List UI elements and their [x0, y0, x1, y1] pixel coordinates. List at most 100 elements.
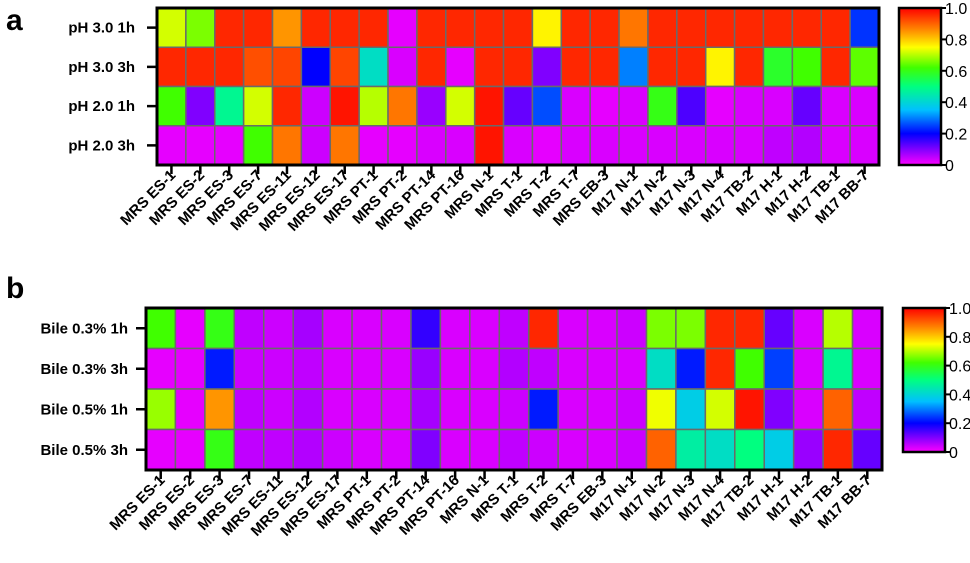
heatmap-cell: [329, 46, 360, 88]
heatmap-cell: [557, 428, 589, 471]
heatmap-cell: [380, 307, 412, 350]
heatmap-cell: [387, 125, 418, 166]
row-label: pH 3.0 3h: [68, 59, 135, 76]
heatmap-cell: [204, 347, 236, 390]
row-label: pH 2.0 1h: [68, 98, 135, 115]
heatmap-cell: [560, 7, 591, 48]
heatmap-cell: [616, 347, 648, 390]
heatmap-cell: [763, 347, 795, 390]
heatmap-cell: [762, 125, 794, 166]
heatmap-cell: [647, 7, 678, 48]
heatmap-cell: [351, 428, 383, 471]
heatmap-cell: [329, 85, 360, 127]
heatmap-cell: [233, 388, 265, 431]
heatmap-cell: [647, 85, 678, 127]
heatmap-cell: [329, 125, 360, 166]
heatmap-cell: [410, 307, 442, 350]
heatmap-cell: [156, 46, 187, 88]
heatmap-cell: [675, 347, 707, 390]
heatmap-cell: [763, 388, 795, 431]
heatmap-cell: [321, 428, 353, 471]
heatmap-cell: [675, 428, 707, 471]
heatmap-cell: [733, 46, 765, 88]
heatmap-cell: [502, 85, 534, 127]
heatmap-cell: [300, 46, 332, 88]
heatmap-panel-b: b Bile 0.3% 1h Bile 0.3% 3h Bile 0.5% 1h Bil…: [6, 272, 970, 540]
heatmap-cell: [292, 388, 324, 431]
heatmap-cell: [616, 428, 648, 471]
heatmap-cell: [557, 388, 589, 431]
heatmap-cell: [387, 46, 418, 88]
heatmap-cell: [204, 428, 236, 471]
colorbar-tick-label: 0.4: [945, 95, 967, 112]
heatmap-cell: [675, 307, 707, 350]
heatmap-cell: [820, 7, 851, 48]
heatmap-cell: [416, 7, 447, 48]
heatmap-cell: [616, 388, 648, 431]
heatmap-cell: [321, 347, 353, 390]
heatmap-cell: [292, 307, 324, 350]
colorbar-tick-label: 0.2: [945, 127, 967, 144]
heatmap-cell: [820, 85, 851, 127]
heatmap-cell: [445, 85, 476, 127]
heatmap-cell: [473, 7, 505, 48]
heatmap-cell: [586, 347, 618, 390]
heatmap-cell: [271, 7, 303, 48]
heatmap-cell: [214, 125, 245, 166]
heatmap-cell: [589, 7, 620, 48]
heatmap-cell: [445, 7, 476, 48]
heatmap-cell: [851, 307, 883, 350]
heatmap-cell: [531, 46, 563, 88]
heatmap-cell: [263, 347, 294, 390]
heatmap-cell: [469, 388, 501, 431]
heatmap-cell: [618, 7, 649, 48]
heatmap-cell: [473, 46, 505, 88]
colorbar-tick-label: 1.0: [949, 301, 970, 318]
heatmap-cell: [822, 428, 854, 471]
heatmap-cell: [849, 46, 880, 88]
heatmap-cell: [416, 85, 447, 127]
heatmap-cell: [557, 347, 589, 390]
colorbar: [897, 6, 943, 167]
heatmap-cell: [439, 307, 471, 350]
heatmap-cell: [358, 46, 389, 88]
heatmap-cell: [586, 307, 618, 350]
heatmap-cell: [762, 7, 794, 48]
heatmap-cell: [242, 46, 274, 88]
heatmap-cell: [145, 428, 177, 471]
colorbar-tick-label: 0.8: [949, 330, 970, 347]
heatmap-cell: [676, 125, 707, 166]
heatmap-cell: [145, 347, 177, 390]
heatmap-cell: [733, 85, 765, 127]
heatmap-cell: [410, 388, 442, 431]
heatmap-cell: [469, 307, 501, 350]
heatmap-cell: [618, 85, 649, 127]
heatmap-cell: [792, 347, 824, 390]
heatmap-cell: [263, 428, 294, 471]
row-label: Bile 0.5% 1h: [40, 401, 128, 418]
row-label: Bile 0.3% 3h: [40, 361, 128, 378]
heatmap-cell: [762, 85, 794, 127]
heatmap-cell: [502, 7, 534, 48]
heatmap-cell: [233, 428, 265, 471]
colorbar-tick-label: 0: [949, 445, 958, 462]
heatmap-cell: [849, 125, 880, 166]
heatmap-cell: [589, 46, 620, 88]
heatmap-cell: [214, 7, 245, 48]
heatmap-cell: [300, 125, 332, 166]
colorbar-tick-label: 0.6: [949, 359, 970, 376]
heatmap-cell: [380, 388, 412, 431]
heatmap-cell: [763, 307, 795, 350]
heatmap-cell: [498, 428, 530, 471]
heatmap-cell: [387, 85, 418, 127]
heatmap-cell: [242, 85, 274, 127]
heatmap-cell: [733, 7, 765, 48]
heatmap-cell: [387, 7, 418, 48]
colorbar-tick-label: 0.6: [945, 64, 967, 81]
heatmap-cell: [531, 85, 563, 127]
heatmap-cell: [647, 46, 678, 88]
heatmap-cell: [645, 388, 677, 431]
heatmap-cell: [156, 125, 187, 166]
heatmap-cell: [763, 428, 795, 471]
colorbar-tick-label: 0.4: [949, 387, 970, 404]
